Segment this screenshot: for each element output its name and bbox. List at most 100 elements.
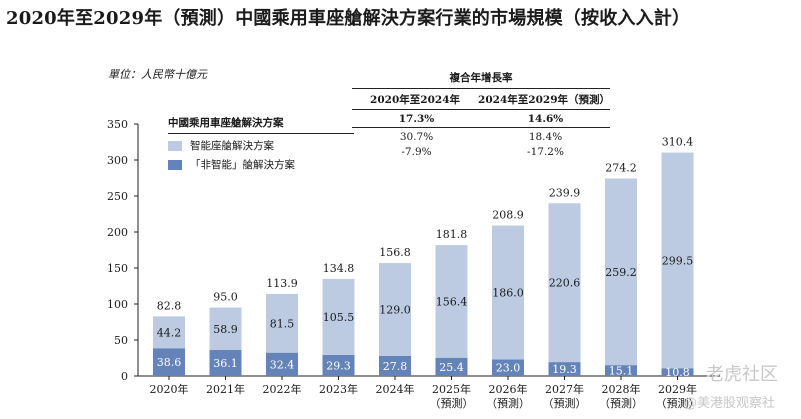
data-label-total: 156.8 [379, 246, 411, 259]
x-tick-label: 2022年 [263, 382, 302, 396]
x-tick-label: 2020年 [150, 382, 189, 396]
data-label-total: 181.8 [436, 228, 468, 241]
legend-swatch-nonsmart [168, 159, 182, 170]
bar-segment-nonsmart [492, 359, 524, 376]
bar-segment-nonsmart [661, 368, 694, 376]
x-tick-sublabel: （預測） [430, 396, 474, 410]
cagr-smart-2020-2024: 30.7% [399, 131, 434, 143]
legend-label-smart: 智能座艙解決方案 [190, 140, 274, 152]
data-label-total: 134.8 [323, 262, 355, 275]
x-tick-label: 2028年 [602, 382, 641, 396]
cagr-smart-row: 30.7% 18.4% [352, 128, 610, 143]
x-tick-label: 2021年 [206, 382, 245, 396]
bar-segment-smart [435, 245, 468, 358]
x-tick-label: 2024年 [376, 382, 415, 396]
data-label-nonsmart: 10.8 [665, 366, 690, 379]
page-title: 2020年至2029年（預測）中國乘用車座艙解決方案行業的市場規模（按收入入計） [6, 8, 691, 29]
cagr-header-2024-2029: 2024年至2029年（預測） [478, 94, 610, 106]
data-label-smart: 186.0 [492, 286, 524, 299]
y-tick-label: 300 [107, 154, 128, 167]
data-label-smart: 299.5 [662, 254, 694, 267]
data-label-nonsmart: 29.3 [326, 359, 351, 372]
data-label-nonsmart: 25.4 [439, 361, 464, 374]
bar-segment-smart [153, 316, 185, 349]
bar-segment-nonsmart [379, 355, 411, 376]
watermark-line-1: 老虎社区 [706, 364, 778, 385]
data-label-smart: 259.2 [605, 266, 637, 279]
bar-segment-nonsmart [153, 348, 185, 376]
data-label-nonsmart: 27.8 [383, 360, 408, 373]
bar-segment-nonsmart [605, 365, 637, 376]
data-label-smart: 129.0 [379, 304, 411, 317]
cagr-smart-2024-2029: 18.4% [528, 131, 563, 143]
data-label-total: 113.9 [266, 277, 298, 290]
y-tick-label: 0 [121, 370, 128, 383]
data-label-smart: 156.4 [436, 295, 468, 308]
cagr-total-2024-2029: 14.6% [527, 113, 564, 125]
legend-item-nonsmart: 「非智能」艙解決方案 [168, 153, 354, 172]
x-tick-label: 2023年 [319, 382, 358, 396]
y-tick-label: 250 [107, 190, 128, 203]
x-tick-label: 2025年 [432, 382, 471, 396]
data-label-smart: 58.9 [213, 323, 238, 336]
x-tick-sublabel: （預測） [486, 396, 530, 410]
data-label-total: 208.9 [492, 209, 524, 222]
bar-segment-smart [266, 293, 298, 353]
data-label-smart: 44.2 [157, 326, 182, 339]
legend-swatch-smart [168, 140, 182, 151]
y-tick-label: 150 [107, 262, 128, 275]
cagr-nonsmart-2024-2029: -17.2% [527, 146, 564, 158]
data-label-nonsmart: 23.0 [496, 362, 521, 375]
cagr-table: 複合年增長率 2020年至2024年 2024年至2029年（預測） 17.3%… [352, 70, 610, 158]
bar-segment-nonsmart [435, 357, 468, 376]
data-label-smart: 105.5 [323, 311, 355, 324]
bar-segment-smart [605, 178, 637, 366]
cagr-nonsmart-2020-2024: -7.9% [401, 146, 432, 158]
data-label-total: 82.8 [157, 299, 182, 312]
legend-item-smart: 智能座艙解決方案 [168, 134, 354, 153]
data-label-nonsmart: 38.6 [157, 356, 182, 369]
cagr-total-row: 17.3% 14.6% [352, 110, 610, 128]
cagr-nonsmart-row: -7.9% -17.2% [352, 143, 610, 158]
data-label-total: 310.4 [662, 136, 694, 149]
y-tick-label: 350 [107, 118, 128, 131]
data-label-smart: 220.6 [549, 277, 581, 290]
data-label-total: 95.0 [213, 291, 238, 304]
bar-segment-nonsmart [322, 354, 355, 376]
x-tick-label: 2026年 [489, 382, 528, 396]
legend-label-nonsmart: 「非智能」艙解決方案 [190, 159, 295, 171]
bar-segment-nonsmart [548, 362, 581, 376]
data-label-smart: 81.5 [270, 317, 295, 330]
watermark-line-2: @美港股观察社 [684, 396, 776, 411]
y-tick-label: 100 [107, 298, 128, 311]
y-tick-label: 50 [114, 334, 128, 347]
x-tick-sublabel: （預測） [543, 396, 587, 410]
bar-segment-smart [548, 203, 581, 363]
cagr-header-row: 2020年至2024年 2024年至2029年（預測） [352, 89, 610, 110]
bar-segment-nonsmart [266, 352, 298, 376]
bar-segment-smart [661, 152, 694, 369]
legend-title: 中國乘用車座艙解決方案 [168, 115, 354, 134]
bar-segment-nonsmart [209, 350, 242, 376]
chart-legend: 中國乘用車座艙解決方案 智能座艙解決方案 「非智能」艙解決方案 [168, 115, 354, 172]
bar-segment-smart [209, 307, 242, 351]
cagr-header-2020-2024: 2020年至2024年 [370, 94, 460, 106]
data-label-nonsmart: 19.3 [552, 363, 577, 376]
data-label-total: 274.2 [605, 162, 637, 175]
x-tick-sublabel: （預測） [656, 396, 700, 410]
data-label-nonsmart: 15.1 [609, 365, 634, 378]
unit-label: 單位：人民幣十億元 [108, 68, 207, 81]
cagr-total-2020-2024: 17.3% [398, 113, 435, 125]
bar-segment-smart [492, 225, 524, 360]
data-label-nonsmart: 36.1 [213, 357, 238, 370]
data-label-nonsmart: 32.4 [270, 358, 295, 371]
bar-segment-smart [322, 278, 355, 355]
data-label-total: 239.9 [549, 186, 581, 199]
y-tick-label: 200 [107, 226, 128, 239]
x-tick-label: 2029年 [658, 382, 697, 396]
cagr-title: 複合年增長率 [352, 70, 610, 89]
x-tick-label: 2027年 [545, 382, 584, 396]
bar-segment-smart [379, 263, 411, 356]
x-tick-sublabel: （預測） [599, 396, 643, 410]
